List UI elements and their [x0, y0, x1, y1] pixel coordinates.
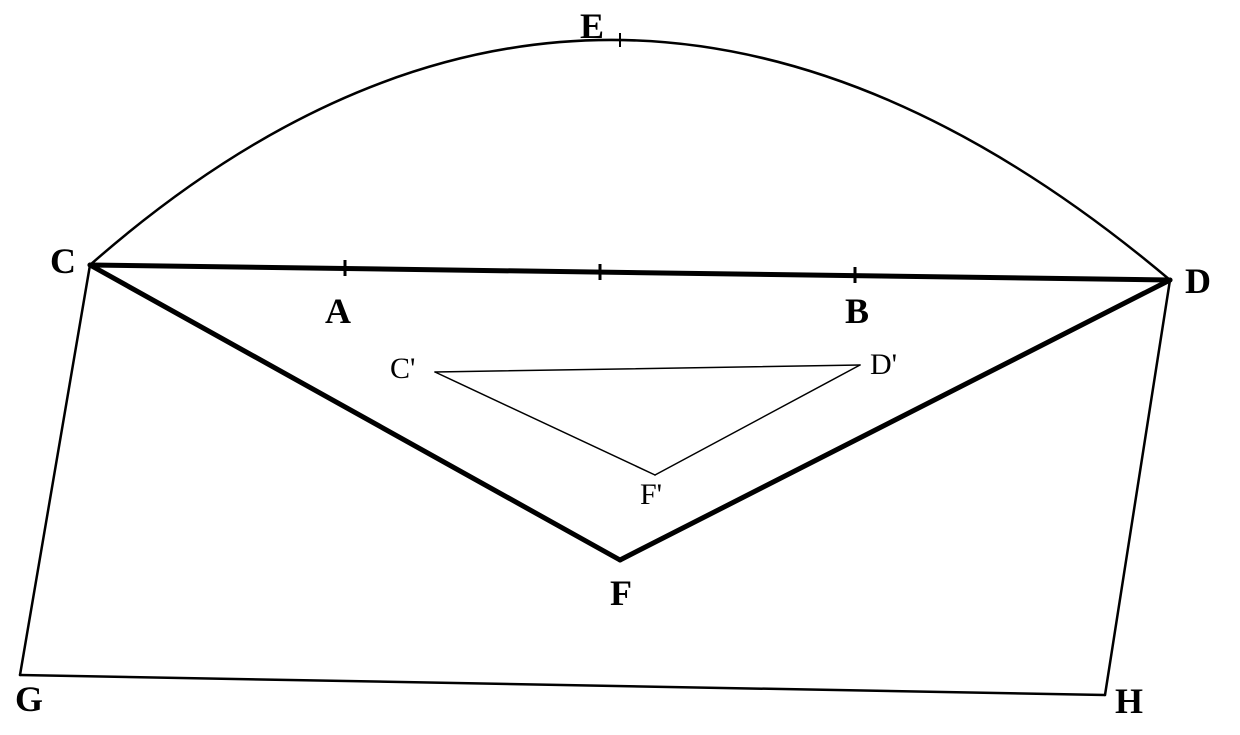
label-Dprime: D' — [870, 348, 897, 382]
arc-ced — [90, 40, 1170, 280]
edge-G-H — [20, 675, 1105, 695]
edge-D-F — [620, 280, 1170, 560]
edge-C-F — [90, 265, 620, 560]
edge-Cprime-Fprime — [435, 372, 655, 475]
edge-C-D — [90, 265, 1170, 280]
label-G: G — [15, 678, 43, 720]
label-Cprime: C' — [390, 352, 415, 386]
label-B: B — [845, 290, 869, 332]
edge-Dprime-Fprime — [655, 365, 860, 475]
label-H: H — [1115, 680, 1143, 722]
edge-D-H — [1105, 280, 1170, 695]
label-E: E — [580, 5, 604, 47]
geometry-diagram — [0, 0, 1240, 735]
edge-C-G — [20, 265, 90, 675]
label-Fprime: F' — [640, 478, 662, 512]
label-A: A — [325, 290, 351, 332]
label-D: D — [1185, 260, 1211, 302]
edge-Cprime-Dprime — [435, 365, 860, 372]
label-F: F — [610, 572, 632, 614]
label-C: C — [50, 240, 76, 282]
